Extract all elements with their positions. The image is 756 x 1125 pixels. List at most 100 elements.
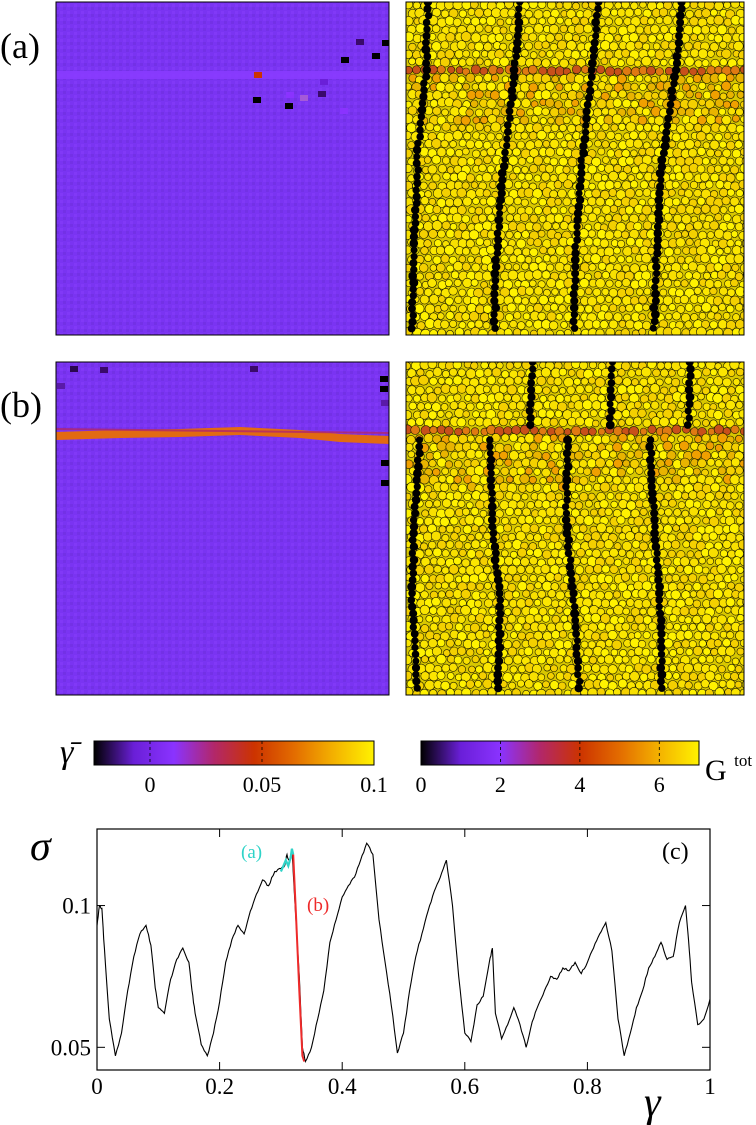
strain-cell (250, 366, 258, 372)
particle (685, 238, 694, 247)
particle (639, 672, 649, 682)
force-chain-particle (491, 303, 500, 312)
particle (419, 524, 428, 534)
force-chain-particle (650, 509, 659, 518)
particle (708, 531, 718, 541)
particle (604, 507, 613, 517)
particle (520, 32, 530, 42)
particle (667, 549, 676, 559)
particle (719, 206, 728, 214)
particle (734, 222, 744, 232)
series-segment-b-line (292, 854, 306, 1062)
force-chain-particle (567, 556, 575, 564)
particle (437, 491, 448, 501)
force-chain-particle (411, 205, 420, 215)
particle (726, 631, 735, 640)
force-chain-particle (653, 222, 662, 231)
particle (564, 329, 572, 335)
particle (526, 237, 535, 246)
particle (415, 385, 425, 396)
particle (637, 588, 648, 599)
particle (664, 376, 673, 385)
force-chain-particle (411, 650, 420, 659)
particle (554, 261, 565, 272)
particle (676, 124, 686, 134)
particle (726, 188, 735, 197)
particle (549, 254, 559, 264)
particle (743, 192, 744, 195)
particle (626, 614, 635, 623)
particle (696, 622, 706, 632)
particle (638, 491, 648, 500)
particle (605, 279, 614, 288)
y-tick-label: 0.05 (51, 1035, 91, 1060)
force-chain-particle (409, 623, 417, 631)
particle (444, 279, 453, 287)
particle (442, 172, 451, 181)
particle (583, 204, 594, 214)
particle (689, 67, 698, 76)
particle (635, 466, 644, 475)
particle (716, 563, 727, 575)
force-chain-particle (607, 406, 616, 416)
force-chain-particle (657, 670, 667, 679)
particle (546, 278, 557, 288)
particle (745, 140, 753, 148)
particle (529, 214, 539, 224)
force-chain-particle (495, 202, 504, 211)
particle (736, 614, 744, 622)
particle (600, 434, 611, 445)
particle (609, 204, 619, 213)
particle (447, 65, 456, 74)
particle (436, 606, 447, 617)
particle (689, 180, 699, 190)
particle (508, 450, 520, 461)
particle (475, 237, 485, 246)
particle (458, 679, 467, 688)
force-chain-particle (565, 562, 574, 571)
particle (556, 131, 564, 140)
particle (638, 327, 647, 335)
force-chain-particle (653, 249, 662, 258)
force-chain-particle (587, 66, 596, 74)
particle (431, 41, 442, 52)
particle (734, 466, 744, 475)
particle (721, 48, 732, 59)
particle (671, 656, 680, 665)
particle (575, 91, 584, 100)
force-chain-particle (409, 285, 417, 293)
force-chain-particle (562, 449, 572, 458)
particle (507, 582, 517, 592)
particle (458, 255, 467, 263)
particle (715, 605, 723, 614)
force-chain-particle (591, 18, 600, 27)
particle (679, 574, 689, 584)
particle (468, 206, 476, 214)
particle (726, 484, 735, 494)
particle (677, 188, 686, 197)
force-chain-particle (412, 476, 421, 484)
strain-cell (320, 79, 328, 85)
particle (738, 327, 744, 335)
particle (652, 42, 661, 51)
particle (735, 72, 744, 83)
force-chain-particle (494, 623, 503, 631)
particle (622, 607, 631, 616)
strain-cell (300, 95, 308, 101)
particle (412, 65, 421, 75)
particle (743, 503, 744, 507)
particle (470, 362, 479, 370)
particle (702, 419, 710, 427)
force-chain-particle (571, 269, 580, 278)
particle (736, 483, 744, 493)
particle (508, 599, 518, 608)
particle (610, 500, 618, 509)
particle (507, 614, 517, 624)
force-chain-particle (490, 290, 499, 299)
particle (739, 311, 744, 320)
particle (496, 66, 504, 75)
particle (607, 664, 618, 675)
particle (673, 247, 682, 256)
particle (541, 451, 551, 461)
particle (684, 320, 693, 329)
